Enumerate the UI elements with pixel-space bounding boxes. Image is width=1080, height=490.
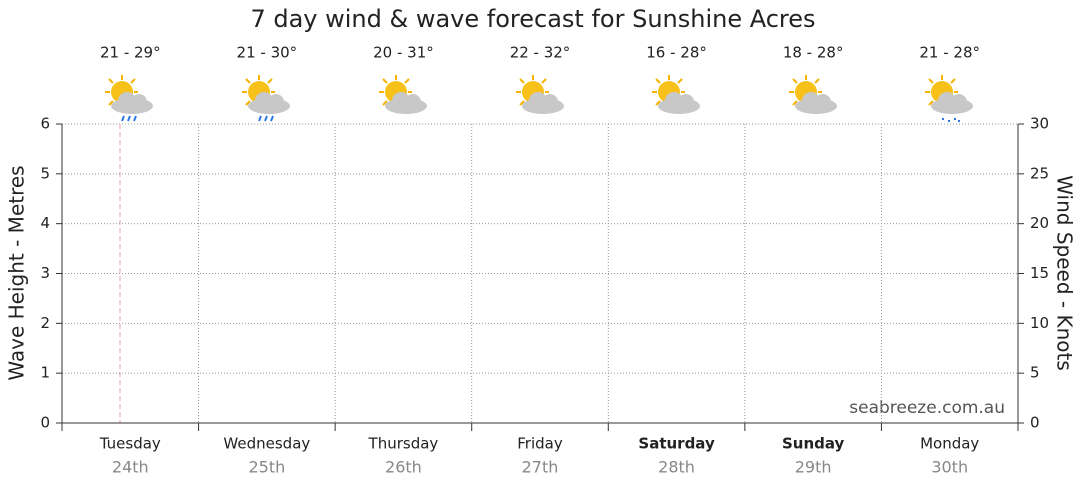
date-label: 25th [248,458,285,477]
x-tick-label: Thursday [368,435,439,453]
x-tick-label: Tuesday [99,435,161,453]
x-tick-label: Friday [517,435,563,453]
y2-tick-label: 20 [1030,214,1049,232]
y2-axis-label: Wind Speed - Knots [1053,175,1077,371]
weather-icons [104,74,973,122]
temperature-label: 21 - 29° [100,44,161,62]
temperature-label: 18 - 28° [783,44,844,62]
date-label: 24th [112,458,149,477]
date-label: 26th [385,458,422,477]
y-tick-label: 4 [40,214,50,232]
x-tick-label: Sunday [782,435,845,453]
x-tick-label: Monday [920,435,979,453]
y2-tick-label: 25 [1030,164,1049,182]
source-label: seabreeze.com.au [849,398,1005,418]
date-label: 30th [931,458,968,477]
temperature-label: 22 - 32° [510,44,571,62]
temperature-label: 21 - 30° [237,44,298,62]
date-label: 27th [522,458,559,477]
x-tick-label: Wednesday [223,435,310,453]
date-label: 29th [795,458,832,477]
y-tick-label: 2 [40,314,50,332]
y-axis-label: Wave Height - Metres [5,165,29,380]
date-label: 28th [658,458,695,477]
y2-tick-label: 30 [1030,115,1049,133]
y2-tick-label: 0 [1030,414,1040,432]
y2-tick-label: 15 [1030,264,1049,282]
temperature-label: 20 - 31° [373,44,434,62]
y2-tick-label: 10 [1030,314,1049,332]
y-tick-label: 3 [40,264,50,282]
temperature-label: 21 - 28° [919,44,980,62]
y-tick-label: 6 [40,115,50,133]
y2-tick-label: 5 [1030,364,1040,382]
temperature-label: 16 - 28° [646,44,707,62]
y-tick-label: 5 [40,164,50,182]
chart-title: 7 day wind & wave forecast for Sunshine … [250,5,815,33]
y-tick-label: 1 [40,364,50,382]
y-tick-label: 0 [40,414,50,432]
x-tick-label: Saturday [638,435,715,453]
